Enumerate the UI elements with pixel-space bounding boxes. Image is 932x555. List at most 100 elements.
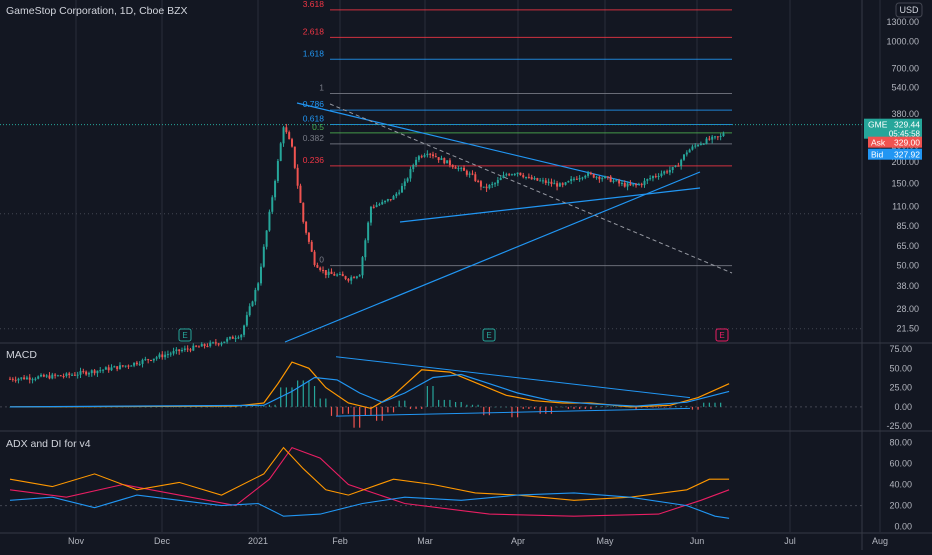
earnings-marker-label: E — [486, 331, 491, 340]
candle-body — [626, 183, 629, 187]
macd-axis[interactable]: 75.00 50.00 25.00 0.00 -25.00 — [886, 344, 912, 431]
candle-body — [169, 353, 172, 355]
macd-histogram-bar — [127, 406, 130, 408]
candle-body — [691, 146, 694, 150]
candle-body — [135, 362, 138, 365]
candle-body — [491, 183, 494, 185]
currency-badge[interactable]: USD — [895, 2, 923, 18]
adx-tick-label: 80.00 — [889, 437, 912, 447]
candle-body — [85, 371, 88, 375]
candle-body — [116, 366, 119, 370]
candle-body — [708, 138, 711, 140]
adx-axis[interactable]: 80.00 60.00 40.00 20.00 0.00 — [889, 437, 912, 531]
candle-body — [40, 374, 43, 377]
candle-body — [276, 160, 279, 181]
price-tick-label: 380.00 — [891, 109, 919, 119]
macd-histogram-bar — [500, 406, 502, 408]
candle-body — [121, 365, 124, 367]
candle-body — [502, 175, 505, 178]
candle-body — [544, 180, 547, 183]
macd-histogram-bar — [257, 406, 259, 407]
candle-body — [231, 336, 234, 339]
macd-histogram-bar — [641, 406, 643, 408]
candle-body — [539, 180, 542, 182]
candle-body — [409, 169, 412, 179]
candle-body — [51, 374, 54, 379]
candle-body — [587, 172, 590, 176]
macd-histogram-bar — [150, 406, 152, 408]
time-tick-label: May — [596, 536, 614, 546]
macd-histogram-bar — [308, 380, 310, 407]
candle-body — [714, 136, 716, 138]
macd-histogram-bar — [714, 402, 716, 407]
candle-body — [54, 374, 57, 376]
candle-body — [31, 379, 34, 381]
candle-body — [282, 127, 285, 144]
candle-body — [172, 351, 175, 354]
trend-lines[interactable] — [284, 102, 733, 343]
fib-level-label: 1.618 — [303, 48, 325, 58]
candle-body — [251, 301, 254, 307]
earnings-marker[interactable]: E — [715, 328, 729, 342]
macd-histogram-bar — [680, 406, 682, 407]
candle-body — [96, 370, 99, 374]
candle-body — [214, 342, 217, 344]
candle-body — [59, 375, 62, 377]
candle-body — [386, 199, 389, 201]
candle-body — [141, 359, 144, 364]
macd-histogram-bar — [652, 406, 654, 408]
candle-body — [499, 177, 502, 181]
candle-body — [680, 159, 683, 166]
candle-body — [9, 378, 11, 380]
macd-histogram-bar — [573, 406, 575, 409]
time-axis[interactable]: Nov Dec 2021 Feb Mar Apr May Jun Jul Aug — [68, 536, 888, 546]
candle-body — [649, 178, 652, 180]
candle-body — [398, 192, 401, 194]
candle-body — [643, 180, 646, 186]
candle-body — [519, 172, 522, 176]
minus-di-line — [9, 492, 730, 519]
candle-body — [420, 156, 423, 158]
macd-histogram-bar — [206, 406, 208, 408]
earnings-marker-label: E — [719, 331, 724, 340]
fib-level-label: 0 — [319, 255, 324, 265]
candle-body — [87, 373, 90, 375]
price-axis[interactable]: 1300.001000.00700.00540.00380.00250.0020… — [0, 17, 922, 334]
macd-histogram-bar — [590, 406, 592, 409]
candle-body — [62, 376, 65, 378]
macd-histogram-bar — [285, 387, 287, 407]
macd-histogram-bar — [494, 406, 496, 408]
macd-histogram-bar — [460, 401, 462, 407]
macd-histogram-bar — [336, 406, 338, 416]
candle-body — [685, 152, 688, 155]
candle-body — [604, 176, 607, 179]
candle-body — [68, 373, 71, 376]
candle-body — [127, 365, 130, 367]
candle-body — [657, 175, 660, 177]
candle-body — [403, 181, 406, 187]
candle-body — [494, 183, 497, 185]
macd-histogram-bar — [330, 406, 333, 416]
macd-histogram-bar — [370, 406, 372, 416]
bid-value: 327.92 — [894, 150, 920, 160]
candle-body — [558, 183, 561, 187]
macd-histogram-bar — [421, 406, 423, 409]
earnings-marker[interactable]: E — [482, 328, 496, 342]
candle-body — [384, 200, 387, 203]
candle-body — [240, 334, 243, 338]
bid-badge — [868, 148, 922, 160]
candle-body — [189, 349, 192, 351]
earnings-marker[interactable]: E — [178, 328, 192, 342]
candle-body — [257, 283, 260, 290]
macd-histogram-bar — [156, 406, 158, 408]
candle-body — [307, 232, 310, 242]
adx-tick-label: 0.00 — [894, 522, 912, 532]
candle-body — [322, 269, 325, 271]
candle-body — [212, 342, 215, 344]
candle-body — [474, 174, 477, 181]
fib-level-label: 2.618 — [303, 26, 325, 36]
candle-body — [516, 172, 519, 175]
